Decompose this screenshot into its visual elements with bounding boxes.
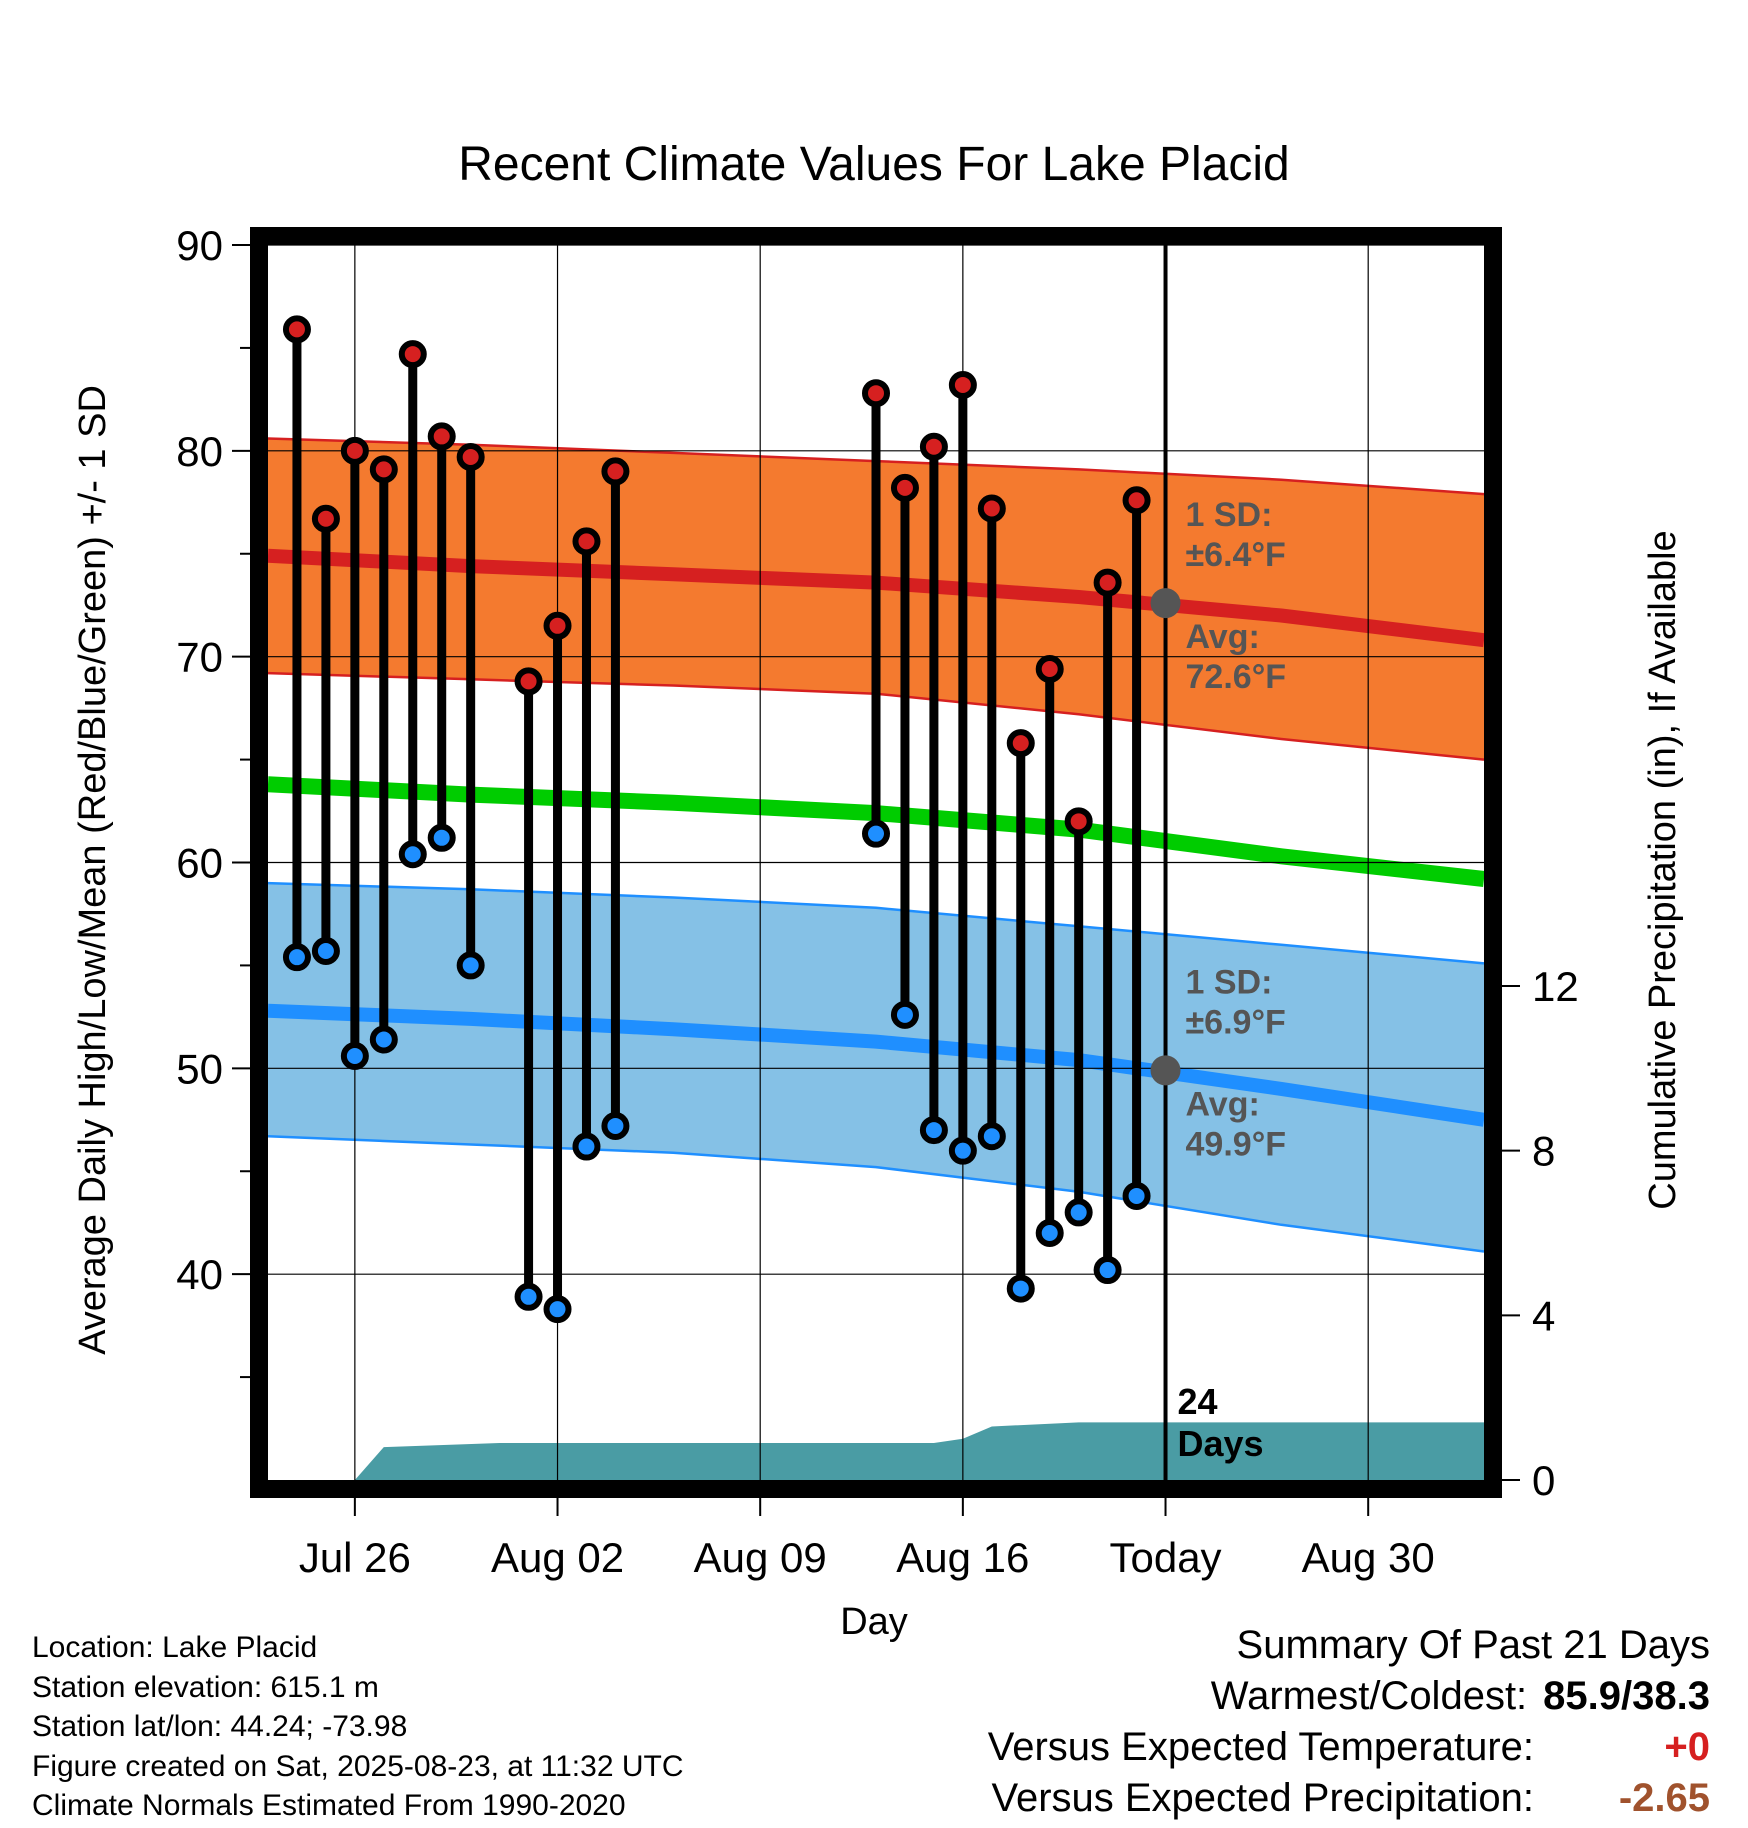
daily-low-point (572, 1132, 601, 1161)
y-axis-label: Average Daily High/Low/Mean (Red/Blue/Gr… (72, 385, 114, 1355)
today-high-average-marker (1150, 588, 1181, 619)
daily-high-point (890, 473, 919, 502)
daily-low-point (1035, 1219, 1064, 1247)
plot-frame (250, 227, 1502, 1498)
daily-low-point (1093, 1256, 1122, 1285)
plot-area (232, 227, 1520, 1516)
daily-low-point (1006, 1274, 1035, 1303)
x-axis-label: Day (840, 1601, 908, 1643)
summary-title: Summary Of Past 21 Days (1236, 1623, 1710, 1667)
y2-tick-label: 0 (1532, 1457, 1555, 1504)
daily-low-point (340, 1041, 369, 1070)
latlon-text: Station lat/lon: 44.24; -73.98 (32, 1710, 408, 1743)
daily-high-point (514, 667, 543, 696)
temp-label: Versus Expected Temperature: (987, 1725, 1534, 1769)
elevation-text: Station elevation: 615.1 m (32, 1670, 379, 1704)
y2-tick-label: 12 (1532, 963, 1579, 1010)
days-count: 24 (1178, 1381, 1218, 1422)
summary-panel: Summary Of Past 21 Days Warmest/Coldest:… (988, 1620, 1710, 1824)
low-avg-value: 49.9°F (1186, 1125, 1287, 1163)
x-tick-label: Today (1109, 1534, 1221, 1581)
daily-high-point (427, 422, 456, 451)
y-tick-label: 60 (176, 840, 223, 887)
y-tick-label: 90 (176, 222, 223, 269)
chart-title: Recent Climate Values For Lake Placid (458, 138, 1290, 191)
x-tick-label: Aug 09 (694, 1534, 827, 1581)
location-text: Location: Lake Placid (32, 1631, 318, 1664)
daily-low-point (456, 951, 485, 980)
daily-high-point (543, 611, 572, 640)
high-sd-label: 1 SD: (1186, 496, 1273, 534)
daily-low-point (514, 1282, 543, 1311)
high-sd-value: ±6.4°F (1186, 536, 1286, 574)
y-tick-label: 50 (176, 1045, 223, 1092)
warmest-label: Warmest/Coldest: (1210, 1674, 1528, 1718)
daily-low-point (1122, 1181, 1151, 1210)
high-avg-value: 72.6°F (1186, 658, 1287, 696)
daily-high-point (948, 370, 977, 399)
daily-high-point (369, 455, 398, 484)
y2-tick-label: 4 (1532, 1292, 1555, 1339)
summary-warmest-row: Warmest/Coldest: 85.9/38.3 (988, 1671, 1710, 1722)
daily-low-point (890, 1000, 919, 1029)
x-tick-label: Aug 02 (491, 1534, 624, 1581)
daily-high-point (977, 494, 1006, 523)
high-avg-label: Avg: (1186, 618, 1260, 656)
daily-low-point (919, 1116, 948, 1145)
station-info: Location: Lake Placid Station elevation:… (32, 1628, 684, 1826)
daily-low-point (398, 840, 427, 869)
x-tick-label: Jul 26 (299, 1534, 411, 1581)
daily-low-point (977, 1122, 1006, 1151)
daily-high-point (340, 436, 369, 465)
daily-low-point (282, 943, 311, 972)
daily-low-point (1064, 1198, 1093, 1227)
x-tick-label: Aug 30 (1302, 1534, 1435, 1581)
daily-low-point (948, 1136, 977, 1165)
created-text: Figure created on Sat, 2025-08-23, at 11… (32, 1749, 684, 1783)
daily-high-point (1093, 568, 1122, 597)
low-average-line (267, 1003, 1486, 1127)
daily-low-point (543, 1295, 572, 1324)
y-tick-label: 40 (176, 1251, 223, 1298)
daily-high-point (311, 504, 340, 533)
y-tick-label: 80 (176, 428, 223, 475)
low-avg-label: Avg: (1186, 1085, 1260, 1123)
daily-low-point (311, 937, 340, 966)
daily-high-point (282, 315, 311, 344)
summary-precip-row: Versus Expected Precipitation: -2.65 (988, 1773, 1710, 1824)
normals-text: Climate Normals Estimated From 1990-2020 (32, 1789, 626, 1822)
cumulative-precipitation-area (268, 1422, 1484, 1480)
daily-low-point (369, 1025, 398, 1054)
today-low-average-marker (1150, 1055, 1181, 1086)
low-sd-label: 1 SD: (1186, 963, 1273, 1001)
daily-high-point (1006, 729, 1035, 758)
daily-low-point (427, 823, 456, 852)
precip-value: -2.65 (1618, 1776, 1710, 1820)
days-label: Days (1178, 1423, 1264, 1464)
daily-high-point (1064, 807, 1093, 836)
daily-high-point (1035, 655, 1064, 684)
daily-low-point (862, 819, 890, 848)
daily-low-point (601, 1111, 630, 1140)
daily-high-point (1122, 486, 1151, 515)
daily-high-point (862, 379, 890, 408)
low-sd-value: ±6.9°F (1186, 1003, 1286, 1041)
temp-value: +0 (1664, 1725, 1710, 1769)
daily-high-point (456, 443, 485, 472)
low-sd-band (268, 883, 1484, 1252)
y2-axis-label: Cumulative Precipitation (in), If Availa… (1642, 530, 1684, 1209)
daily-high-point (919, 432, 948, 461)
y-tick-label: 70 (176, 634, 223, 681)
y2-tick-label: 8 (1532, 1128, 1555, 1175)
summary-temp-row: Versus Expected Temperature: +0 (988, 1722, 1710, 1773)
daily-high-point (398, 340, 427, 369)
precip-label: Versus Expected Precipitation: (991, 1776, 1534, 1820)
warmest-value: 85.9/38.3 (1543, 1674, 1710, 1718)
daily-high-point (572, 527, 601, 556)
daily-high-point (601, 457, 630, 486)
low-sd-lower-line (267, 1135, 1485, 1253)
x-tick-label: Aug 16 (896, 1534, 1029, 1581)
